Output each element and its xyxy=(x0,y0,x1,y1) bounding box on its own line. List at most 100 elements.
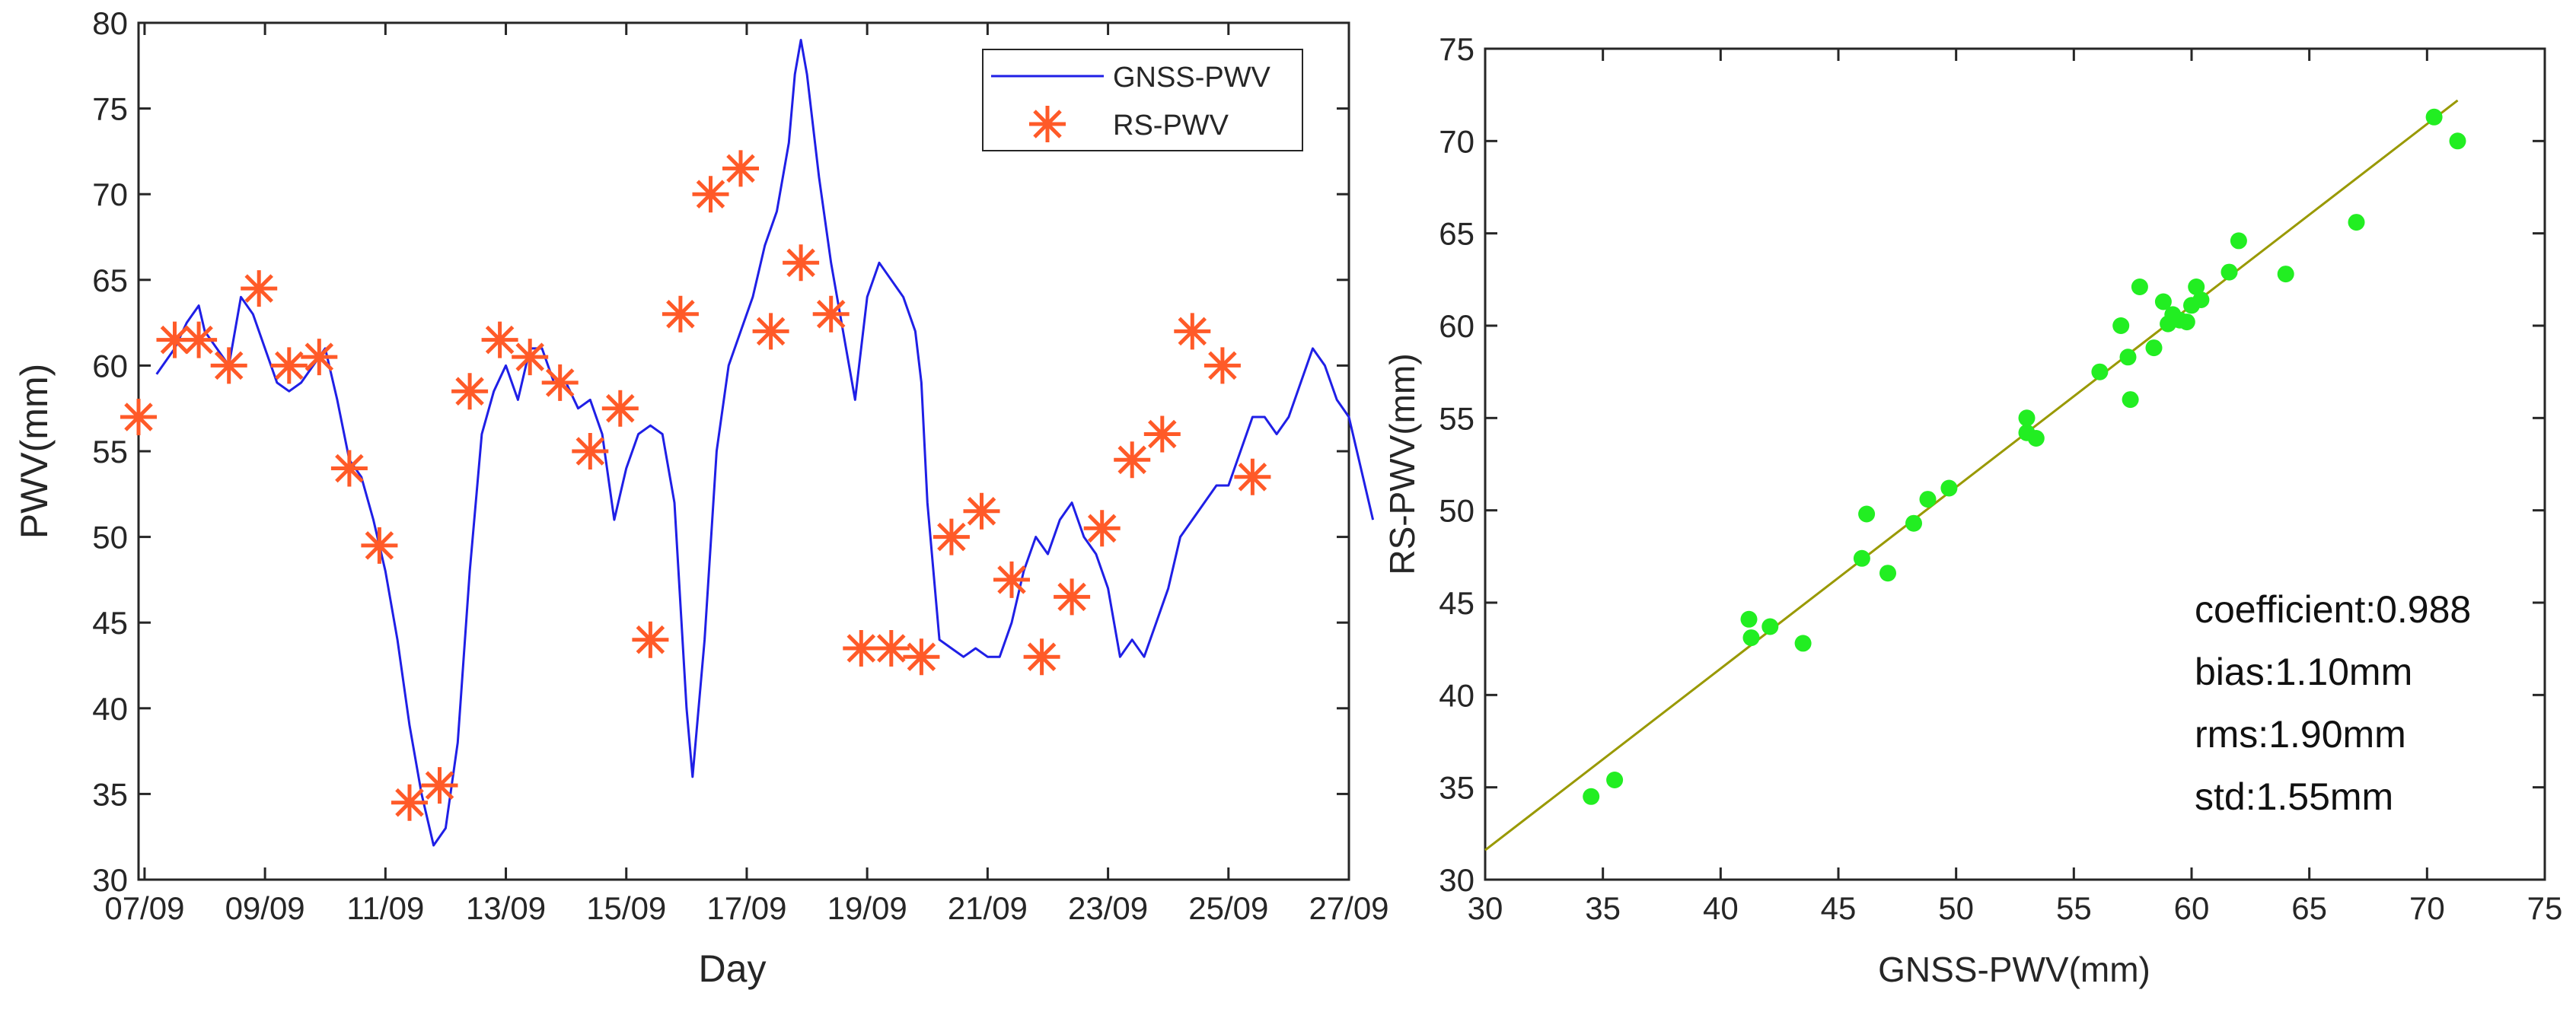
scatter-point xyxy=(1853,549,1870,567)
scatter-point xyxy=(2131,279,2148,295)
rs-pwv-marker xyxy=(241,270,278,307)
scatter-point xyxy=(1606,772,1624,788)
rs-pwv-marker xyxy=(752,313,789,350)
scatter-point xyxy=(2348,214,2365,231)
left-x-ticks: 07/09 09/09 11/09 13/09 15/09 17/09 19/09 21/09… xyxy=(104,23,1389,926)
rs-pwv-marker xyxy=(722,150,759,187)
gnss-pwv-series xyxy=(155,39,1375,847)
left-y-tick-label: 70 xyxy=(92,177,128,212)
scatter-point xyxy=(2122,391,2139,409)
rs-pwv-series xyxy=(120,150,1271,821)
rs-pwv-marker xyxy=(330,450,368,487)
rs-pwv-marker xyxy=(632,621,669,658)
right-x-tick-label: 55 xyxy=(2056,890,2092,926)
rs-pwv-marker xyxy=(421,767,458,804)
fit-line-segment xyxy=(1484,99,2459,851)
rs-pwv-marker xyxy=(301,339,338,376)
legend: GNSS-PWV RS-PWV xyxy=(982,49,1303,151)
right-plot-area xyxy=(1484,47,2546,881)
scatter-point xyxy=(2188,279,2205,295)
left-y-tick-label: 55 xyxy=(92,434,128,469)
rs-pwv-marker xyxy=(993,561,1030,598)
rs-pwv-marker xyxy=(1114,441,1151,479)
right-y-tick-label: 40 xyxy=(1439,677,1475,713)
stats-annotations: coefficient:0.988 bias:1.10mm rms:1.90mm… xyxy=(2195,588,2471,818)
right-x-ticks: 30 35 40 45 50 55 60 65 70 75 xyxy=(1468,49,2563,926)
scatter-points xyxy=(1583,108,2466,805)
right-x-tick-label: 50 xyxy=(1938,890,1974,926)
left-y-tick-label: 45 xyxy=(92,605,128,641)
left-x-tick-label: 23/09 xyxy=(1068,890,1148,926)
scatter-point xyxy=(1794,635,1812,652)
scatter-point xyxy=(1740,610,1758,628)
left-x-axis-label: Day xyxy=(699,947,767,990)
left-y-axis-label: PWV(mm) xyxy=(13,364,56,540)
left-x-tick-label: 21/09 xyxy=(948,890,1028,926)
left-chart: 30 35 40 45 50 55 60 65 70 75 80 07/09 09/09 11/09 13… xyxy=(13,5,1389,990)
left-y-tick-label: 50 xyxy=(92,520,128,555)
rs-pwv-marker xyxy=(933,518,970,555)
gnss-pwv-line xyxy=(155,39,1375,847)
rs-pwv-marker xyxy=(1083,510,1121,547)
right-y-tick-label: 50 xyxy=(1439,493,1475,529)
rs-pwv-marker xyxy=(1023,638,1060,676)
scatter-point xyxy=(1879,565,1896,582)
scatter-point xyxy=(2277,266,2294,283)
rs-pwv-marker xyxy=(572,433,609,469)
left-x-tick-label: 07/09 xyxy=(104,890,184,926)
scatter-point xyxy=(2119,349,2137,366)
left-x-tick-label: 27/09 xyxy=(1309,890,1388,926)
left-x-tick-label: 19/09 xyxy=(827,890,907,926)
scatter-point xyxy=(2221,263,2238,281)
rs-pwv-marker xyxy=(210,347,247,384)
left-x-tick-label: 11/09 xyxy=(346,890,424,926)
scatter-point xyxy=(1905,514,1922,532)
stat-rms: rms:1.90mm xyxy=(2195,713,2406,756)
rs-pwv-marker xyxy=(662,295,699,333)
right-x-tick-label: 30 xyxy=(1468,890,1503,926)
rs-pwv-marker xyxy=(270,347,308,384)
rs-pwv-marker xyxy=(1143,415,1181,453)
left-x-tick-label: 13/09 xyxy=(466,890,546,926)
right-x-tick-label: 70 xyxy=(2409,890,2445,926)
scatter-point xyxy=(1940,479,1958,497)
right-y-tick-label: 75 xyxy=(1439,31,1475,67)
left-y-tick-label: 35 xyxy=(92,776,128,812)
legend-rs-label: RS-PWV xyxy=(1113,110,1229,142)
scatter-point xyxy=(1583,788,1600,805)
right-y-ticks: 30 35 40 45 50 55 60 65 70 75 xyxy=(1439,31,2545,898)
left-x-tick-label: 17/09 xyxy=(706,890,786,926)
right-x-tick-label: 65 xyxy=(2291,890,2327,926)
legend-gnss-label: GNSS-PWV xyxy=(1113,62,1271,94)
scatter-point xyxy=(2192,291,2210,308)
rs-pwv-marker xyxy=(783,244,820,282)
right-y-tick-label: 45 xyxy=(1439,585,1475,621)
rs-pwv-marker xyxy=(120,399,157,435)
rs-pwv-marker xyxy=(692,176,729,213)
left-y-tick-label: 65 xyxy=(92,263,128,298)
scatter-point xyxy=(2145,339,2163,357)
right-y-tick-label: 55 xyxy=(1439,400,1475,436)
scatter-point xyxy=(2230,232,2247,250)
rs-pwv-marker xyxy=(361,527,398,564)
rs-pwv-marker xyxy=(451,373,489,410)
scatter-point xyxy=(2027,430,2045,447)
right-x-tick-label: 45 xyxy=(1821,890,1857,926)
stat-std: std:1.55mm xyxy=(2195,775,2393,818)
rs-pwv-marker xyxy=(541,364,579,401)
right-x-tick-label: 40 xyxy=(1703,890,1739,926)
right-x-tick-label: 75 xyxy=(2527,890,2563,926)
right-x-tick-label: 60 xyxy=(2174,890,2210,926)
scatter-point xyxy=(2449,132,2466,150)
rs-pwv-marker xyxy=(963,492,1000,530)
scatter-point xyxy=(2018,409,2036,427)
scatter-point xyxy=(2154,293,2172,310)
rs-pwv-marker xyxy=(1234,458,1271,495)
rs-pwv-marker xyxy=(481,321,518,358)
right-y-tick-label: 60 xyxy=(1439,308,1475,344)
rs-pwv-marker xyxy=(1204,347,1241,384)
rs-pwv-marker xyxy=(601,390,639,427)
scatter-point xyxy=(1858,505,1876,523)
stat-bias: bias:1.10mm xyxy=(2195,651,2412,693)
